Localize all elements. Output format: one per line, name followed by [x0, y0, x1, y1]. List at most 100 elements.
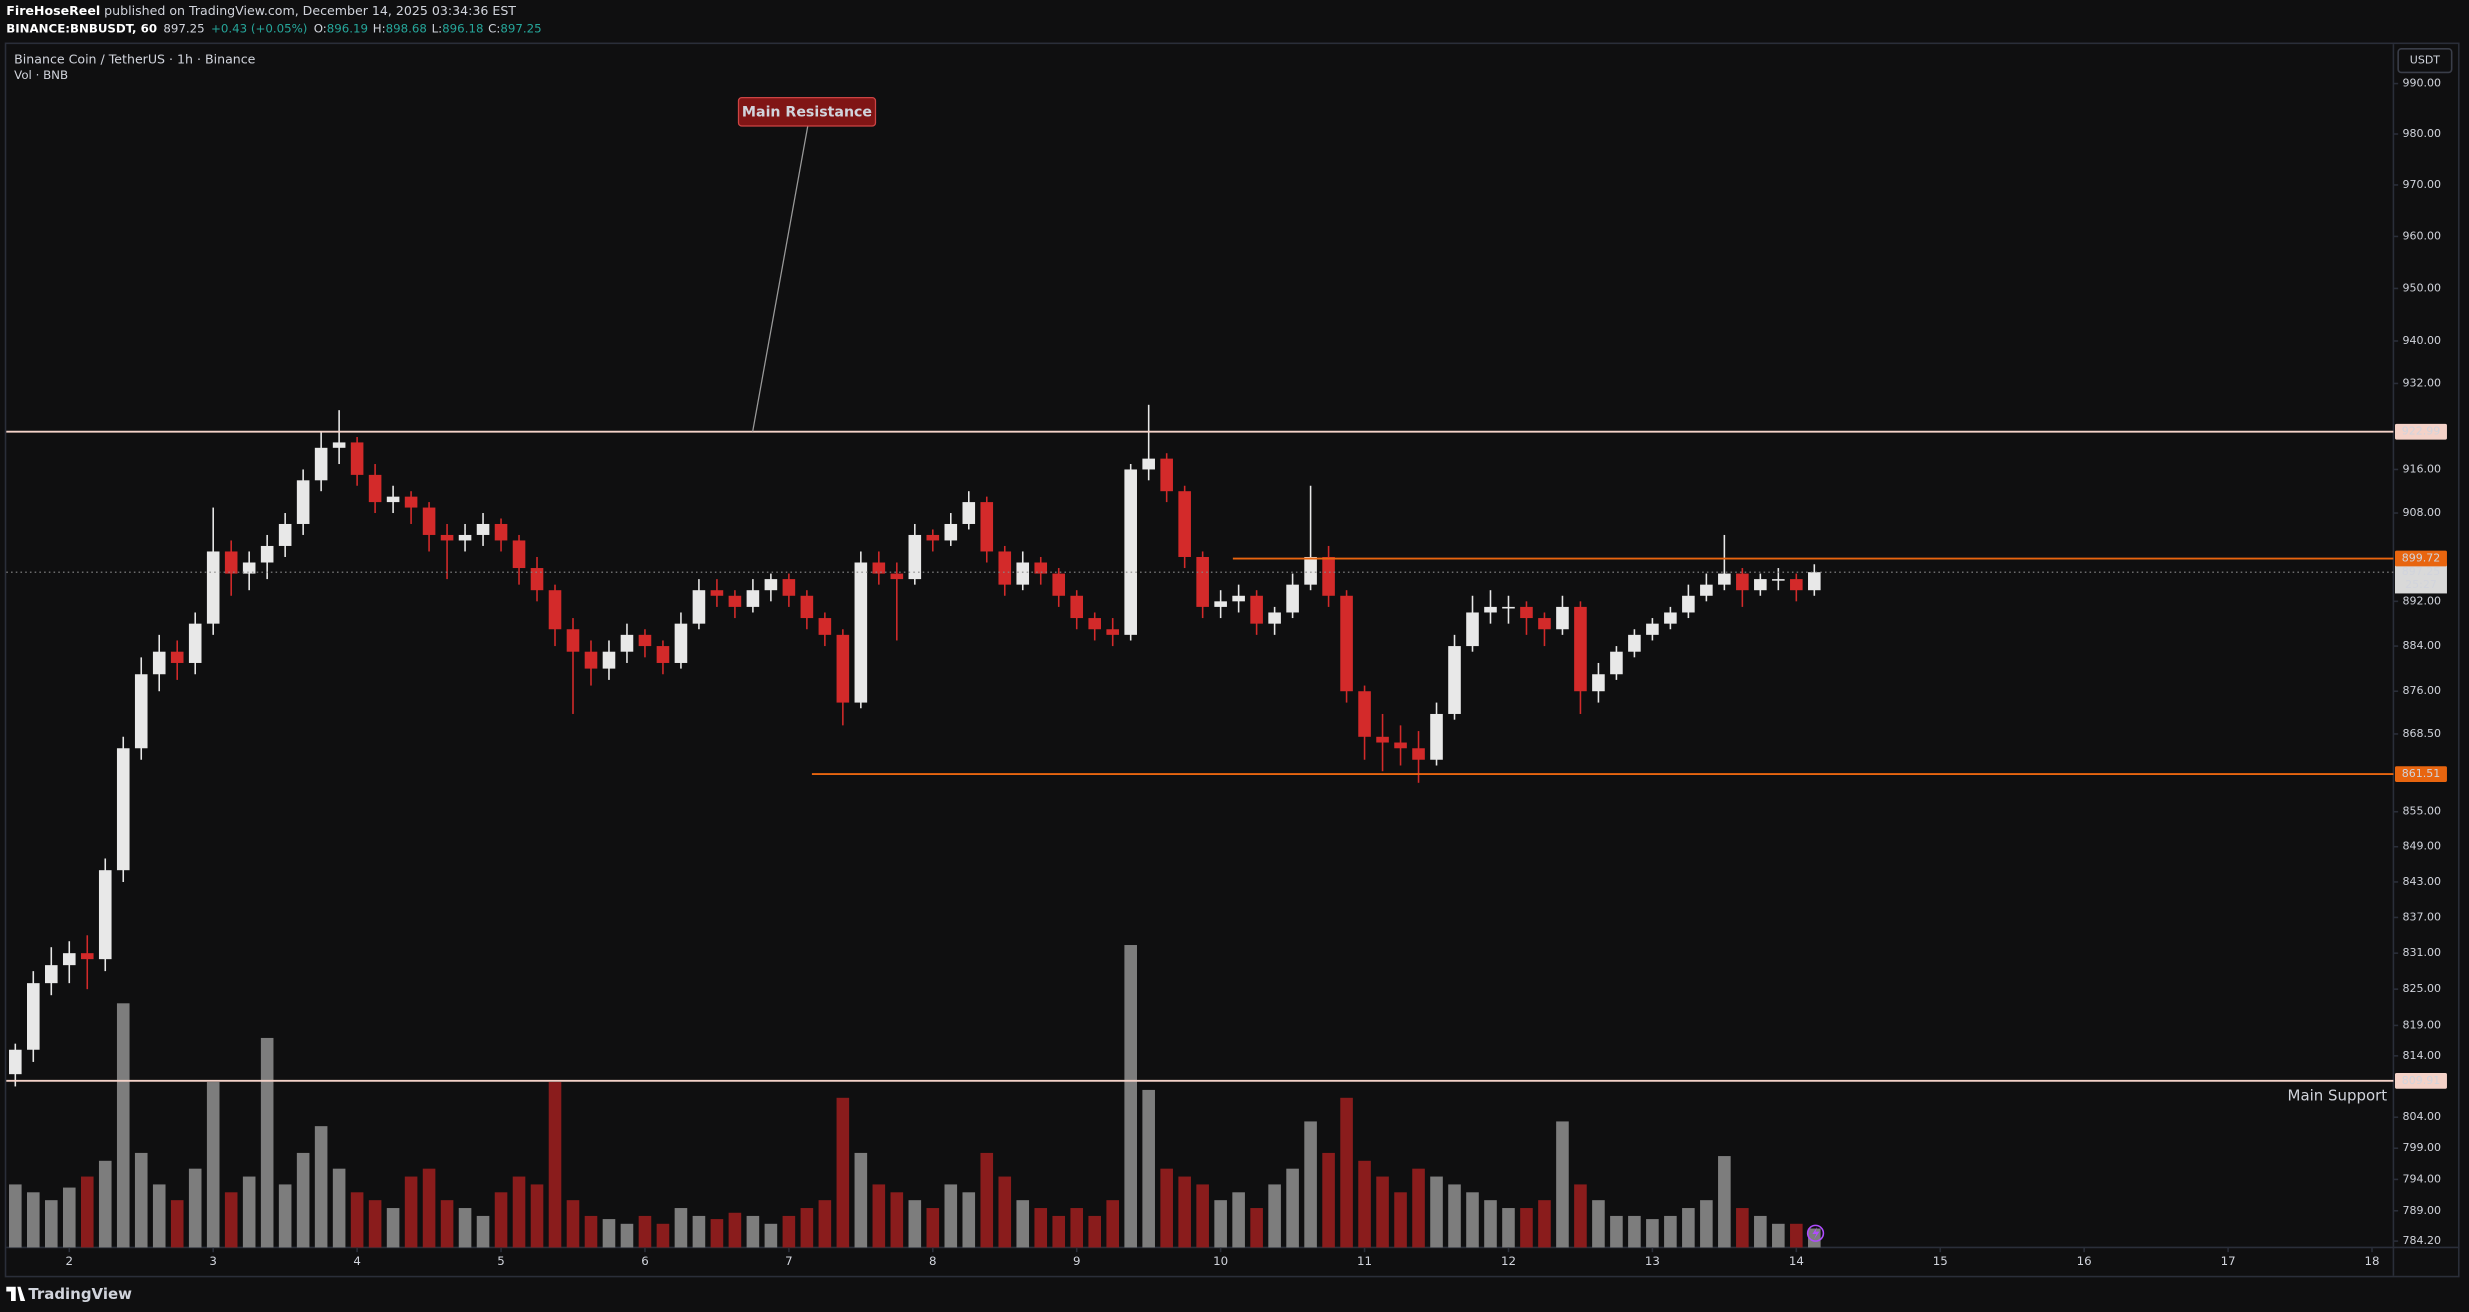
volume-bar: [1700, 1200, 1713, 1248]
candle-body: [1358, 691, 1371, 737]
volume-bar: [1448, 1184, 1461, 1248]
volume-bar: [764, 1223, 778, 1248]
last-price-label: 897.25: [2402, 565, 2441, 578]
candle-body: [944, 523, 958, 541]
candle-body: [1052, 573, 1066, 596]
candle-body: [152, 651, 166, 675]
volume-bar: [1430, 1176, 1443, 1248]
candle-body: [1484, 606, 1497, 613]
volume-bar: [1574, 1184, 1587, 1248]
candle-body: [1394, 742, 1407, 749]
candle-body: [1070, 595, 1084, 619]
volume-bar: [1466, 1192, 1479, 1248]
y-tick-label: 849.00: [2402, 840, 2441, 853]
candle-body: [908, 534, 922, 580]
candle-body: [1790, 579, 1803, 591]
candle-body: [998, 551, 1012, 585]
x-tick-label: 8: [929, 1254, 937, 1268]
volume-bar: [1736, 1208, 1749, 1248]
level-box: [2394, 550, 2447, 567]
volume-bar: [1196, 1184, 1209, 1248]
candle-body: [1016, 562, 1030, 585]
volume-bar: [674, 1208, 688, 1248]
volume-bar: [1790, 1223, 1803, 1248]
level-label: 809.91: [2402, 1074, 2441, 1087]
volume-bar: [998, 1176, 1012, 1248]
volume-bar: [1286, 1168, 1299, 1248]
volume-bar: [80, 1176, 94, 1248]
level-box: [2394, 1072, 2447, 1089]
legend-volume: Vol · BNB: [14, 68, 68, 82]
plot: [6, 404, 2394, 1248]
candle-body: [1412, 748, 1425, 760]
candle-body: [386, 496, 400, 503]
y-tick-label: 855.00: [2402, 805, 2441, 818]
volume-bar: [1070, 1208, 1084, 1248]
alert-icon[interactable]: [1806, 1224, 1825, 1242]
y-tick-label: 837.00: [2402, 910, 2441, 923]
volume-bar: [1178, 1176, 1191, 1248]
volume-bar: [1214, 1200, 1227, 1248]
candle-body: [1430, 713, 1443, 760]
currency-button[interactable]: [2397, 48, 2453, 74]
volume-bar: [1520, 1208, 1533, 1248]
candle-body: [332, 442, 346, 448]
volume-bar: [1412, 1168, 1425, 1248]
volume-bar: [890, 1192, 904, 1248]
legend-title: Binance Coin / TetherUS · 1h · Binance: [14, 51, 256, 66]
candle-body: [1466, 612, 1479, 647]
volume-bar: [944, 1184, 958, 1248]
y-tick-label: 876.00: [2402, 684, 2441, 697]
candle-body: [638, 634, 652, 647]
candle-body: [350, 442, 364, 475]
volume-bar: [1322, 1152, 1335, 1248]
volume-bar: [278, 1184, 292, 1248]
volume-bar: [404, 1176, 418, 1248]
volume-bar: [1016, 1200, 1030, 1248]
x-tick-label: 13: [1645, 1254, 1660, 1268]
x-tick-label: 3: [209, 1254, 217, 1268]
volume-bar: [710, 1219, 724, 1248]
candle-body: [494, 523, 508, 541]
y-tick-label: 789.00: [2402, 1204, 2441, 1217]
x-tick-label: 9: [1073, 1254, 1081, 1268]
volume-bar: [1052, 1215, 1066, 1248]
candle-body: [1592, 674, 1605, 692]
volume-bar: [440, 1200, 454, 1248]
candle-body: [854, 562, 868, 703]
volume-bar: [134, 1152, 148, 1248]
currency-label[interactable]: USDT: [2410, 54, 2441, 67]
level-label: 922.99: [2402, 425, 2441, 438]
volume-bar: [188, 1168, 202, 1248]
candle-body: [620, 634, 634, 652]
candle-body: [1304, 556, 1317, 585]
volume-bar: [44, 1200, 58, 1248]
volume-bar: [584, 1215, 598, 1248]
candle-body: [206, 551, 220, 624]
volume-bar: [1268, 1184, 1281, 1248]
volume-bar: [962, 1192, 976, 1248]
volume-bar: [692, 1215, 706, 1248]
candle-body: [134, 674, 148, 749]
candle-body: [728, 595, 742, 607]
volume-bar: [1628, 1215, 1641, 1248]
volume-bar: [314, 1126, 328, 1248]
volume-bar: [476, 1215, 490, 1248]
y-tick-label: 908.00: [2402, 506, 2441, 519]
brand: TradingView: [28, 1285, 132, 1303]
y-tick-label: 884.00: [2402, 639, 2441, 652]
candle-body: [1520, 606, 1533, 619]
candle-body: [1754, 579, 1767, 591]
candle-body: [278, 523, 292, 546]
x-tick-label: 4: [353, 1254, 361, 1268]
volume-bar: [1088, 1215, 1102, 1248]
volume-bar: [1502, 1208, 1515, 1248]
y-tick-label: 950.00: [2402, 281, 2441, 294]
candle-body: [530, 568, 544, 591]
level-box: [2394, 766, 2447, 782]
candle-body: [674, 623, 688, 663]
candle-body: [1178, 491, 1191, 557]
y-tick-label: 940.00: [2402, 334, 2441, 347]
volume-bar: [1610, 1215, 1623, 1248]
volume-bar: [818, 1200, 832, 1248]
